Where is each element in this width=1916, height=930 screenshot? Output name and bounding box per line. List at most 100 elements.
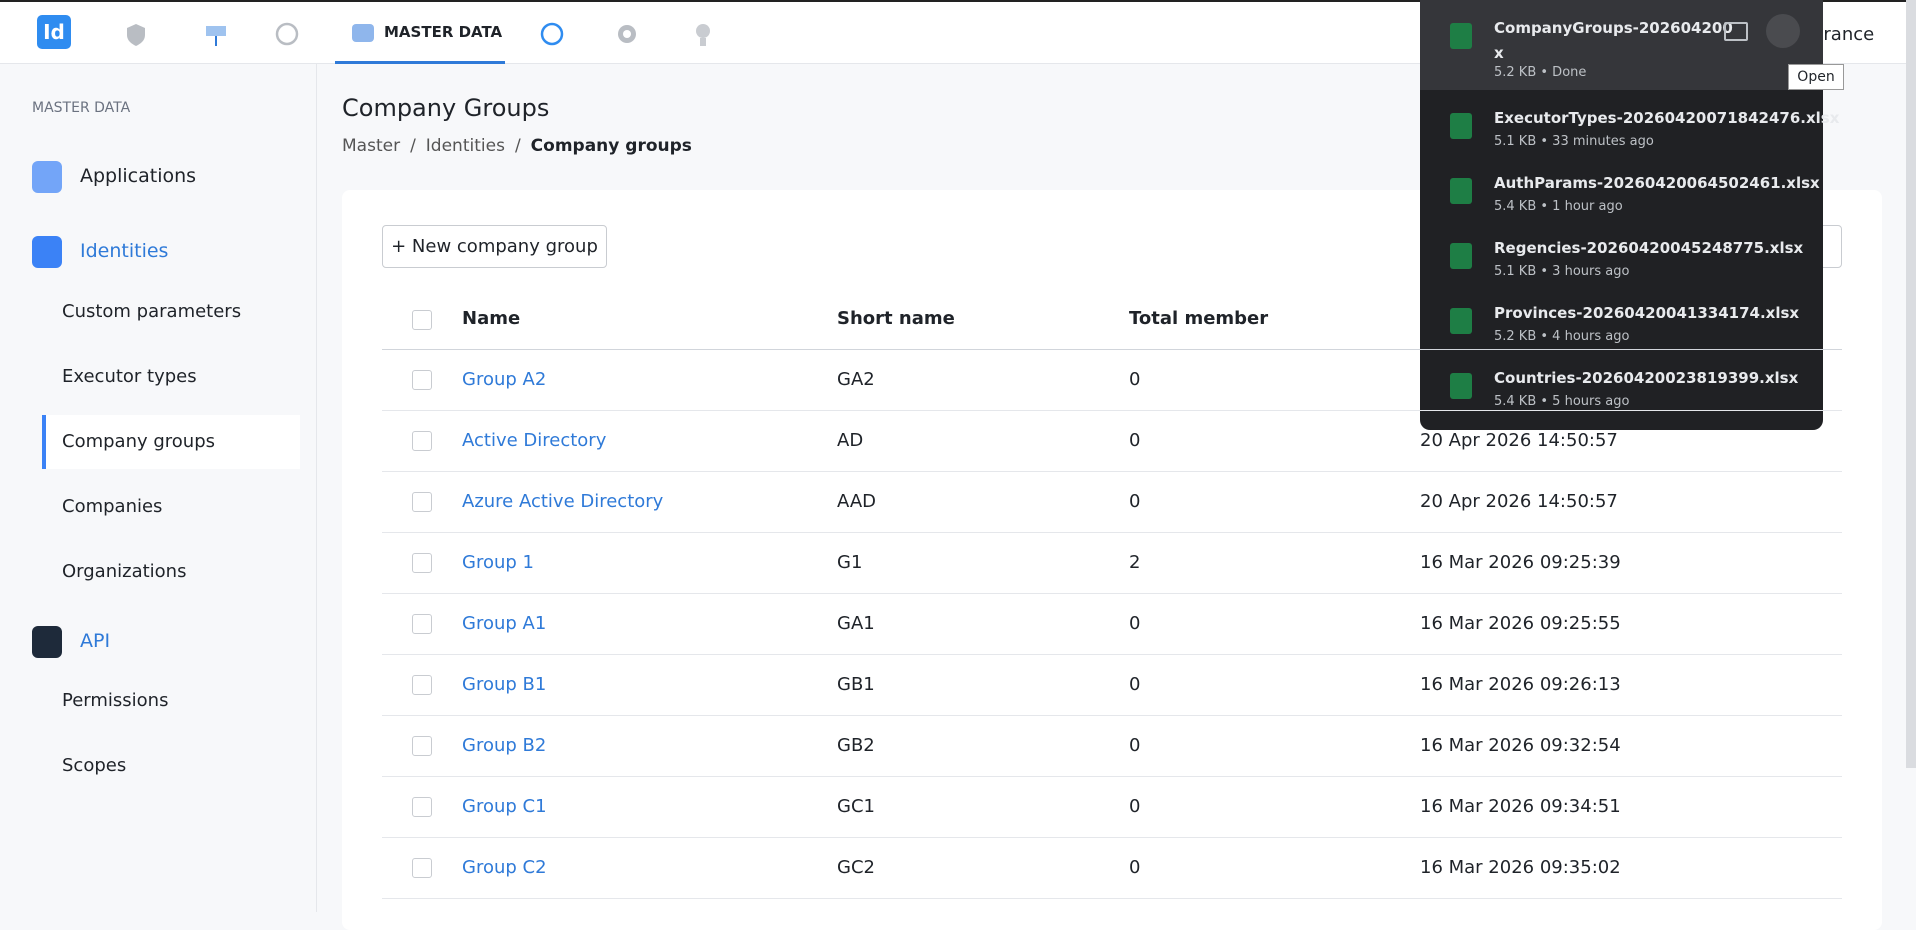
- file-icon: [1450, 308, 1472, 334]
- file-icon: [1450, 178, 1472, 204]
- cell: 0: [1129, 491, 1141, 512]
- cell: 0: [1129, 796, 1141, 817]
- cell: 16 Mar 2026 09:26:13: [1420, 674, 1621, 695]
- column-header[interactable]: Short name: [837, 308, 955, 329]
- sidebar-item[interactable]: Custom parameters: [62, 301, 242, 322]
- active-item-bg: [42, 415, 300, 469]
- logo[interactable]: Id: [37, 15, 71, 49]
- row-line: [382, 898, 1842, 899]
- sidebar-icon: [32, 626, 62, 658]
- file-name[interactable]: x: [1494, 44, 1504, 62]
- cell: 0: [1129, 369, 1141, 390]
- checkbox[interactable]: [412, 431, 432, 451]
- file-name[interactable]: AuthParams-20260420064502461.xlsx: [1494, 174, 1820, 192]
- header-line: [382, 349, 1842, 350]
- checkbox[interactable]: [412, 675, 432, 695]
- file-icon: [1450, 373, 1472, 399]
- sidebar-group[interactable]: Applications: [80, 165, 197, 187]
- checkbox[interactable]: [412, 858, 432, 878]
- row-line: [382, 593, 1842, 594]
- active-item-bg: [1420, 0, 1823, 90]
- file-info: 5.2 KB • 4 hours ago: [1494, 329, 1630, 344]
- sidebar-icon: [32, 161, 62, 193]
- cell: GB2: [837, 735, 875, 756]
- row-link[interactable]: Group B1: [462, 674, 547, 695]
- new-button[interactable]: + New company group: [382, 225, 607, 268]
- cell: 0: [1129, 857, 1141, 878]
- row-link[interactable]: Group A2: [462, 369, 547, 390]
- cell: GB1: [837, 674, 875, 695]
- file-icon: [1450, 23, 1472, 49]
- cell: 16 Mar 2026 09:34:51: [1420, 796, 1621, 817]
- checkbox[interactable]: [412, 797, 432, 817]
- checkbox[interactable]: [412, 553, 432, 573]
- cell: 16 Mar 2026 09:32:54: [1420, 735, 1621, 756]
- row-link[interactable]: Group A1: [462, 613, 547, 634]
- breadcrumb: Master / Identities / Company groups: [342, 136, 692, 156]
- row-link[interactable]: Active Directory: [462, 430, 607, 451]
- row-link[interactable]: Group C2: [462, 857, 547, 878]
- cell: 2: [1129, 552, 1141, 573]
- checkbox[interactable]: [412, 614, 432, 634]
- row-link[interactable]: Azure Active Directory: [462, 491, 664, 512]
- cell: 0: [1129, 430, 1141, 451]
- cell: GA2: [837, 369, 875, 390]
- sidebar-section: MASTER DATA: [32, 100, 131, 116]
- column-header[interactable]: Name: [462, 308, 521, 329]
- checkbox[interactable]: [412, 736, 432, 756]
- row-link[interactable]: Group 1: [462, 552, 534, 573]
- cell: AAD: [837, 491, 876, 512]
- cell: 16 Mar 2026 09:25:39: [1420, 552, 1621, 573]
- row-line: [382, 654, 1842, 655]
- page-title: Company Groups: [342, 94, 550, 122]
- cell: GC2: [837, 857, 875, 878]
- sidebar-group[interactable]: Identities: [80, 240, 169, 262]
- checkbox[interactable]: [412, 492, 432, 512]
- cell: 0: [1129, 674, 1141, 695]
- breadcrumb-item[interactable]: Identities: [425, 136, 505, 156]
- breadcrumb-item: Company groups: [530, 136, 692, 156]
- cell: 0: [1129, 613, 1141, 634]
- open-button[interactable]: [1766, 14, 1800, 48]
- file-name[interactable]: Provinces-20260420041334174.xlsx: [1494, 304, 1800, 322]
- breadcrumb-item[interactable]: Master: [342, 136, 401, 156]
- folder-button[interactable]: [1724, 22, 1748, 41]
- sidebar-item[interactable]: Companies: [62, 496, 163, 517]
- cell: 20 Apr 2026 14:50:57: [1420, 491, 1618, 512]
- sidebar-item[interactable]: Organizations: [62, 561, 187, 582]
- sidebar-item[interactable]: Permissions: [62, 690, 169, 711]
- scrollbar[interactable]: [1906, 0, 1916, 768]
- row-link[interactable]: Group B2: [462, 735, 547, 756]
- row-line: [382, 410, 1842, 411]
- file-info: 5.2 KB • Done: [1494, 65, 1587, 80]
- user-name[interactable]: urance: [1812, 24, 1875, 45]
- file-info: 5.4 KB • 1 hour ago: [1494, 199, 1623, 214]
- sidebar-item[interactable]: Scopes: [62, 755, 127, 776]
- row-line: [382, 837, 1842, 838]
- file-icon: [1450, 243, 1472, 269]
- checkbox[interactable]: [412, 310, 432, 330]
- column-header[interactable]: Total member: [1129, 308, 1269, 329]
- checkbox[interactable]: [412, 370, 432, 390]
- file-icon: [1450, 113, 1472, 139]
- cell: 20 Apr 2026 14:50:57: [1420, 430, 1618, 451]
- file-name[interactable]: Countries-20260420023819399.xlsx: [1494, 369, 1799, 387]
- file-name[interactable]: ExecutorTypes-20260420071842476.xlsx: [1494, 109, 1840, 127]
- file-name[interactable]: CompanyGroups-202604200: [1494, 19, 1733, 37]
- row-line: [382, 776, 1842, 777]
- row-line: [382, 471, 1842, 472]
- nav-icons: [127, 22, 710, 46]
- sidebar-icon: [32, 236, 62, 268]
- downloads-panel: CompanyGroups-202604200 x 5.2 KB • Done Exe…: [1420, 0, 1839, 430]
- cell: G1: [837, 552, 863, 573]
- cell: 16 Mar 2026 09:35:02: [1420, 857, 1621, 878]
- file-name[interactable]: Regencies-20260420045248775.xlsx: [1494, 239, 1804, 257]
- sidebar-item[interactable]: Company groups: [62, 431, 216, 452]
- sidebar-group[interactable]: API: [80, 630, 111, 652]
- sidebar-item[interactable]: Executor types: [62, 366, 197, 387]
- file-info: 5.1 KB • 3 hours ago: [1494, 264, 1630, 279]
- row-line: [382, 715, 1842, 716]
- active-tab[interactable]: MASTER DATA: [335, 2, 505, 64]
- row-link[interactable]: Group C1: [462, 796, 547, 817]
